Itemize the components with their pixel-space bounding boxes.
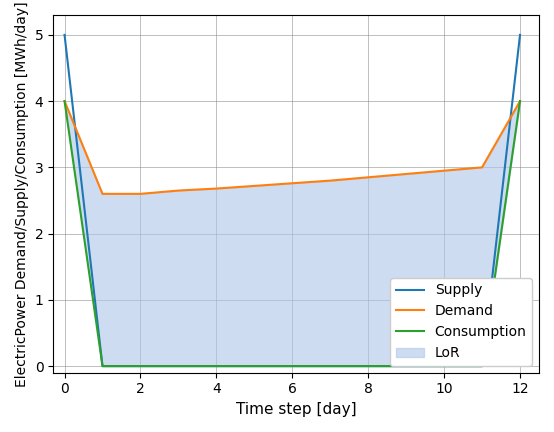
Demand <box>327 178 334 183</box>
Demand <box>403 172 409 177</box>
Supply <box>99 363 106 368</box>
Supply <box>479 363 485 368</box>
Consumption <box>517 98 524 104</box>
Supply <box>517 32 524 38</box>
Demand <box>251 183 258 188</box>
Demand <box>213 186 220 191</box>
Demand <box>99 191 106 197</box>
Demand <box>289 181 296 186</box>
X-axis label: Time step [day]: Time step [day] <box>236 402 356 417</box>
Consumption <box>61 98 68 104</box>
Demand <box>175 188 182 193</box>
Demand <box>137 191 144 197</box>
Consumption <box>479 363 485 368</box>
Demand <box>365 175 372 180</box>
Demand <box>61 98 68 104</box>
Y-axis label: ElectricPower Demand/Supply/Consumption [MWh/day]: ElectricPower Demand/Supply/Consumption … <box>15 1 29 387</box>
Consumption <box>99 363 106 368</box>
Line: Supply: Supply <box>64 35 520 366</box>
Legend: Supply, Demand, Consumption, LoR: Supply, Demand, Consumption, LoR <box>390 278 532 366</box>
Supply <box>61 32 68 38</box>
Demand <box>479 165 485 170</box>
Line: Consumption: Consumption <box>64 101 520 366</box>
Demand <box>517 98 524 104</box>
Demand <box>441 168 448 173</box>
Line: Demand: Demand <box>64 101 520 194</box>
